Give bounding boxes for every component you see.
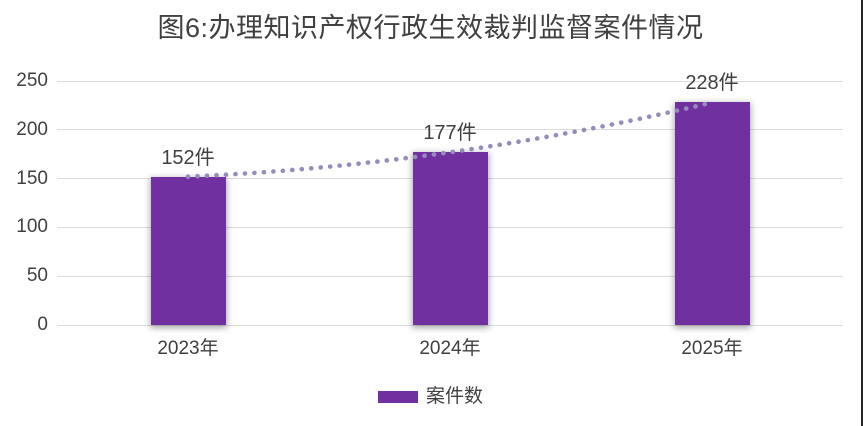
y-tick-label: 250 xyxy=(16,70,48,91)
bar-2025年 xyxy=(674,102,750,325)
bar-data-label: 228件 xyxy=(685,72,739,95)
bar-data-label: 152件 xyxy=(161,146,215,169)
legend-swatch xyxy=(377,391,418,403)
x-tick-label: 2025年 xyxy=(681,338,743,359)
y-tick-label: 50 xyxy=(26,265,48,287)
gridline xyxy=(57,80,843,82)
bar-2024年 xyxy=(412,152,488,325)
legend-label: 案件数 xyxy=(425,386,483,407)
chart-title: 图6:办理知识产权行政生效裁判监督案件情况 xyxy=(157,13,704,43)
legend: 案件数 xyxy=(0,385,861,409)
x-tick-label: 2023年 xyxy=(157,338,219,359)
y-tick-label: 100 xyxy=(16,216,48,238)
y-tick-label: 150 xyxy=(16,167,48,189)
x-tick-label: 2024年 xyxy=(419,338,481,359)
gridline xyxy=(57,324,843,326)
y-tick-label: 200 xyxy=(16,118,48,140)
bar-data-label: 177件 xyxy=(423,122,477,145)
bar-2023年 xyxy=(150,176,226,325)
y-tick-label: 0 xyxy=(37,314,48,335)
